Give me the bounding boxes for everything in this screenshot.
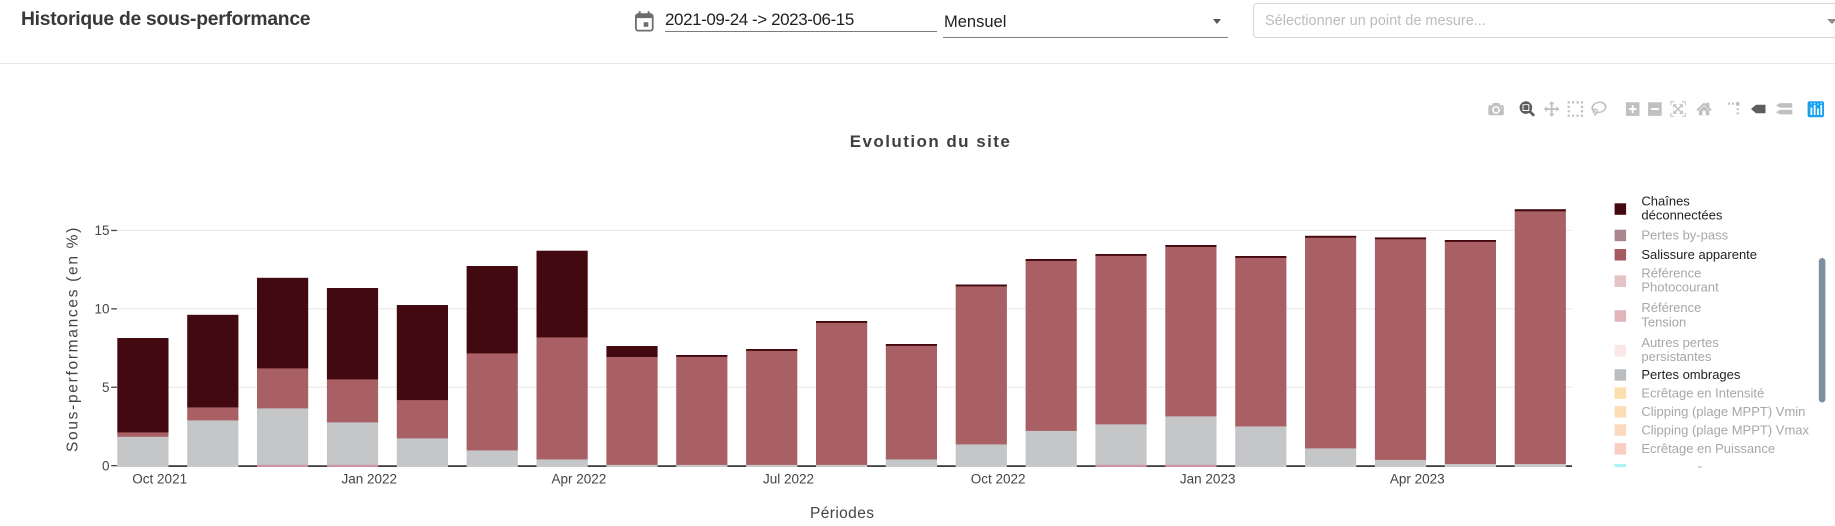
svg-text:Référence: Référence (1641, 300, 1701, 315)
svg-text:Oct 2022: Oct 2022 (971, 472, 1026, 487)
svg-text:Pertes ombrages: Pertes ombrages (1641, 367, 1740, 382)
svg-text:Référence: Référence (1641, 265, 1701, 280)
svg-text:persistantes: persistantes (1641, 349, 1712, 364)
svg-text:Sous-performances (en %): Sous-performances (en %) (65, 226, 82, 452)
svg-text:Evolution du site: Evolution du site (850, 132, 1012, 151)
svg-text:Salissure apparente: Salissure apparente (1641, 247, 1757, 262)
svg-text:Clipping (plage MPPT) Vmax: Clipping (plage MPPT) Vmax (1641, 422, 1809, 437)
svg-text:Ecrêtage en Puissance: Ecrêtage en Puissance (1641, 441, 1775, 456)
svg-text:Pertes by-pass: Pertes by-pass (1641, 228, 1728, 243)
svg-text:Jul 2022: Jul 2022 (763, 472, 814, 487)
svg-text:Jan 2023: Jan 2023 (1180, 472, 1236, 487)
svg-text:Chaînes: Chaînes (1641, 193, 1690, 208)
svg-text:0: 0 (102, 458, 110, 473)
svg-text:Apr 2022: Apr 2022 (552, 472, 607, 487)
svg-text:Tension: Tension (1641, 314, 1686, 329)
svg-text:5: 5 (102, 380, 110, 395)
svg-text:Ecrêtage en Intensité: Ecrêtage en Intensité (1641, 385, 1764, 400)
svg-text:déconnectées: déconnectées (1641, 207, 1722, 222)
svg-text:Jan 2022: Jan 2022 (342, 472, 398, 487)
svg-text:Périodes: Périodes (810, 505, 874, 522)
svg-text:Apr 2023: Apr 2023 (1390, 472, 1445, 487)
svg-text:Clipping (plage MPPT) Vmin: Clipping (plage MPPT) Vmin (1641, 404, 1805, 419)
svg-text:15: 15 (94, 223, 109, 238)
svg-text:10: 10 (94, 302, 109, 317)
svg-text:Autres pertes: Autres pertes (1641, 335, 1719, 350)
svg-text:Oct 2021: Oct 2021 (132, 472, 187, 487)
svg-text:Photocourant: Photocourant (1641, 280, 1719, 295)
